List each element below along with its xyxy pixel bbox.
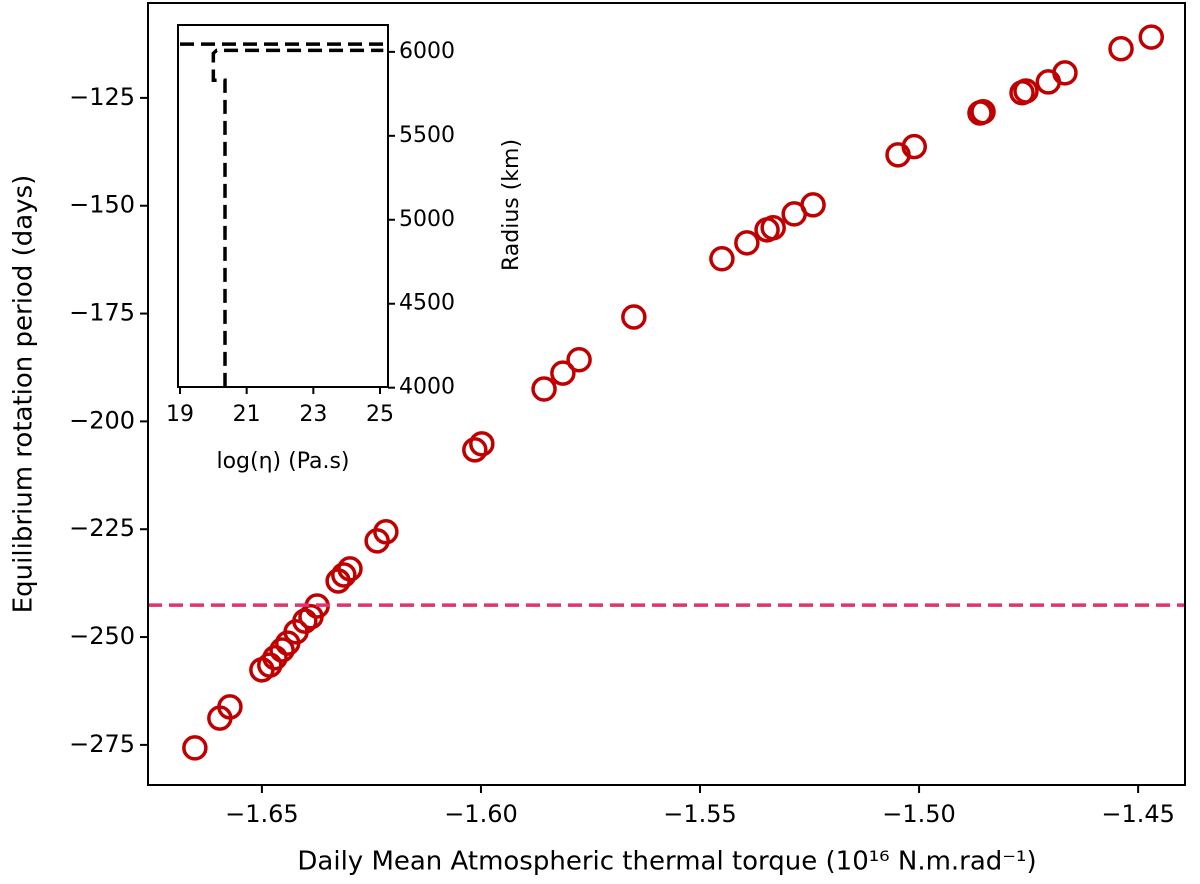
data-point	[621, 304, 647, 330]
data-point	[1138, 24, 1165, 50]
data-point	[970, 98, 996, 125]
x-tick-label: −1.60	[444, 800, 518, 828]
inset-y-tick-label: 5500	[399, 123, 455, 148]
inset-x-tick-label: 19	[166, 402, 194, 427]
y-tick-label: −250	[69, 622, 135, 650]
data-point	[901, 133, 927, 160]
data-point	[550, 360, 576, 386]
y-tick-label: −275	[69, 730, 135, 758]
inset-y-tick-label: 6000	[399, 39, 455, 64]
data-point	[331, 562, 357, 588]
x-tick-label: −1.50	[882, 800, 956, 828]
inset-x-axis-label: log(η) (Pa.s)	[216, 449, 349, 474]
inset-background	[178, 25, 388, 387]
data-point	[182, 735, 208, 761]
inset-y-tick-label: 4000	[399, 375, 455, 400]
data-point	[462, 437, 488, 463]
y-tick-label: −150	[69, 191, 135, 219]
inset-y-tick-label: 4500	[399, 291, 455, 316]
inset-x-tick-label: 21	[233, 402, 261, 427]
inset-line	[211, 48, 384, 387]
data-point	[373, 519, 399, 545]
y-tick-label: −175	[69, 299, 135, 327]
inset-x-tick-label: 23	[299, 402, 327, 427]
y-tick-label: −125	[69, 83, 135, 111]
inset-frame	[177, 24, 389, 388]
data-point	[337, 556, 363, 582]
data-point	[566, 346, 592, 373]
data-point	[800, 192, 826, 218]
y-tick-label: −200	[69, 406, 135, 434]
x-axis-label: Daily Mean Atmospheric thermal torque (1…	[297, 847, 1036, 877]
inset-x-tick-label: 25	[366, 402, 394, 427]
data-point	[1052, 60, 1078, 86]
data-point	[531, 376, 557, 402]
y-axis-label: Equilibrium rotation period (days)	[9, 175, 39, 614]
data-point	[292, 608, 318, 634]
x-tick-label: −1.65	[225, 800, 299, 828]
inset-y-axis-label: Radius (km)	[499, 139, 524, 271]
data-point	[469, 431, 495, 457]
inset-y-tick-label: 5000	[399, 207, 455, 232]
data-point	[262, 645, 288, 671]
x-tick-label: −1.45	[1101, 800, 1175, 828]
data-point	[760, 214, 786, 241]
x-tick-label: −1.55	[663, 800, 737, 828]
data-point	[217, 694, 243, 720]
data-point	[269, 637, 295, 663]
data-point	[257, 652, 283, 678]
data-point	[709, 246, 735, 272]
data-point	[1108, 35, 1134, 62]
y-tick-label: −225	[69, 514, 135, 542]
data-point	[734, 230, 760, 256]
plot-frame	[147, 2, 1186, 786]
data-point	[1013, 78, 1039, 104]
